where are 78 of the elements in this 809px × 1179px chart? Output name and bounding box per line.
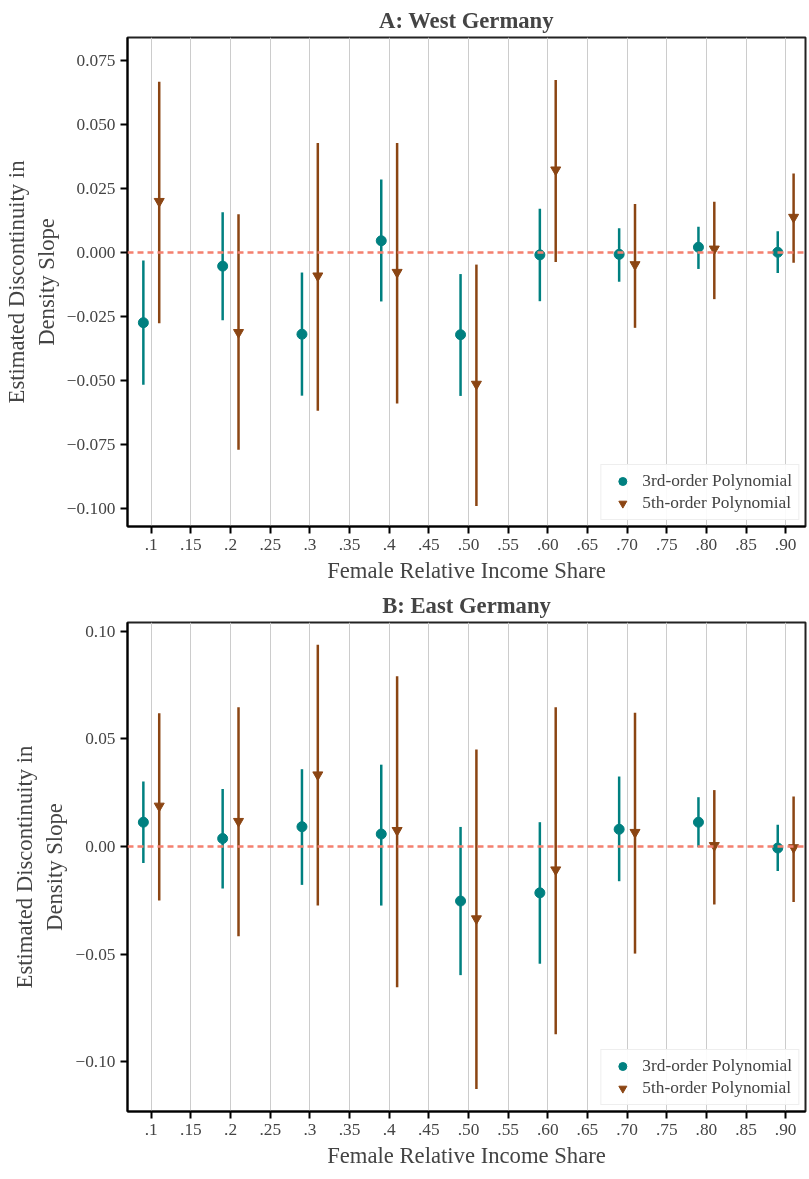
point [233, 329, 245, 339]
x-tick-label: .65 [576, 1119, 599, 1139]
x-tick-label: .75 [655, 1119, 678, 1139]
x-tick-label: .15 [180, 534, 202, 554]
point [692, 241, 704, 253]
x-tick-label: .3 [303, 534, 317, 554]
legend-label: 3rd-order Polynomial [642, 471, 792, 491]
y-tick-label: 0.050 [76, 115, 116, 135]
y-tick-label: 0.075 [76, 51, 116, 71]
y-axis-title: Estimated Discontinuity in Density Slope [12, 745, 68, 989]
point [233, 817, 245, 828]
chart-title: A: West Germany [379, 7, 555, 33]
x-tick-label: .65 [576, 534, 599, 554]
x-tick-label: .55 [497, 1119, 519, 1139]
y-tick-label: −0.100 [66, 499, 116, 519]
x-tick-label: .50 [457, 534, 480, 554]
point [455, 329, 467, 341]
point [613, 823, 625, 835]
x-tick-label: .55 [497, 534, 519, 554]
x-tick-label: .25 [259, 534, 282, 554]
x-tick-label: .3 [303, 1119, 317, 1139]
x-tick-label: .2 [224, 534, 238, 554]
x-tick-label: .15 [180, 1119, 202, 1139]
x-tick-label: .50 [457, 1119, 480, 1139]
legend-label: 3rd-order Polynomial [642, 1056, 792, 1076]
point [217, 260, 229, 272]
x-tick-label: .4 [382, 1119, 397, 1139]
y-tick-label: 0.00 [85, 837, 116, 857]
y-tick-label: −0.075 [66, 435, 116, 455]
y-tick-label: −0.050 [66, 371, 116, 391]
y-tick-label: −0.05 [75, 944, 116, 964]
x-tick-label: .80 [695, 1119, 718, 1139]
point [296, 328, 308, 340]
x-tick-label: .2 [224, 1119, 238, 1139]
x-tick-label: .45 [418, 534, 440, 554]
x-tick-label: .1 [144, 1119, 158, 1139]
x-tick-label: .25 [259, 1119, 282, 1139]
y-tick-label: −0.10 [75, 1052, 116, 1072]
point [137, 317, 149, 329]
point [470, 380, 482, 391]
point [137, 816, 149, 828]
point [470, 915, 482, 925]
legend-label: 5th-order Polynomial [642, 1078, 792, 1098]
x-tick-label: .80 [695, 534, 718, 554]
x-tick-label: .75 [655, 534, 678, 554]
x-tick-label: .1 [144, 534, 158, 554]
x-axis-title: Female Relative Income Share [327, 557, 606, 583]
x-tick-label: .35 [338, 1119, 361, 1139]
x-tick-label: .60 [536, 1119, 559, 1139]
x-tick-label: .4 [382, 534, 397, 554]
x-tick-label: .45 [418, 1119, 440, 1139]
x-axis-title: Female Relative Income Share [327, 1142, 606, 1168]
x-tick-label: .60 [536, 534, 559, 554]
point [788, 213, 800, 224]
point [455, 895, 467, 907]
point [375, 235, 387, 247]
point [534, 887, 546, 899]
y-tick-label: 0.000 [76, 243, 116, 263]
point [708, 245, 720, 256]
legend-label: 5th-order Polynomial [642, 493, 792, 513]
point [375, 828, 387, 840]
y-tick-label: 0.10 [85, 621, 116, 641]
x-tick-label: .90 [774, 534, 797, 554]
y-tick-label: −0.025 [66, 307, 116, 327]
point [296, 821, 308, 833]
y-tick-label: 0.025 [76, 179, 116, 199]
y-tick-label: 0.05 [85, 729, 116, 749]
y-axis-title: Estimated Discontinuity in Density Slope [3, 160, 59, 404]
point [153, 197, 165, 208]
x-tick-label: .85 [735, 1119, 757, 1139]
x-tick-label: .70 [616, 1119, 638, 1139]
point [692, 816, 704, 828]
x-tick-label: .35 [338, 534, 361, 554]
x-tick-label: .70 [616, 534, 638, 554]
x-tick-label: .90 [774, 1119, 797, 1139]
chart-title: B: East Germany [382, 592, 552, 618]
point [217, 833, 229, 845]
x-tick-label: .85 [735, 534, 757, 554]
